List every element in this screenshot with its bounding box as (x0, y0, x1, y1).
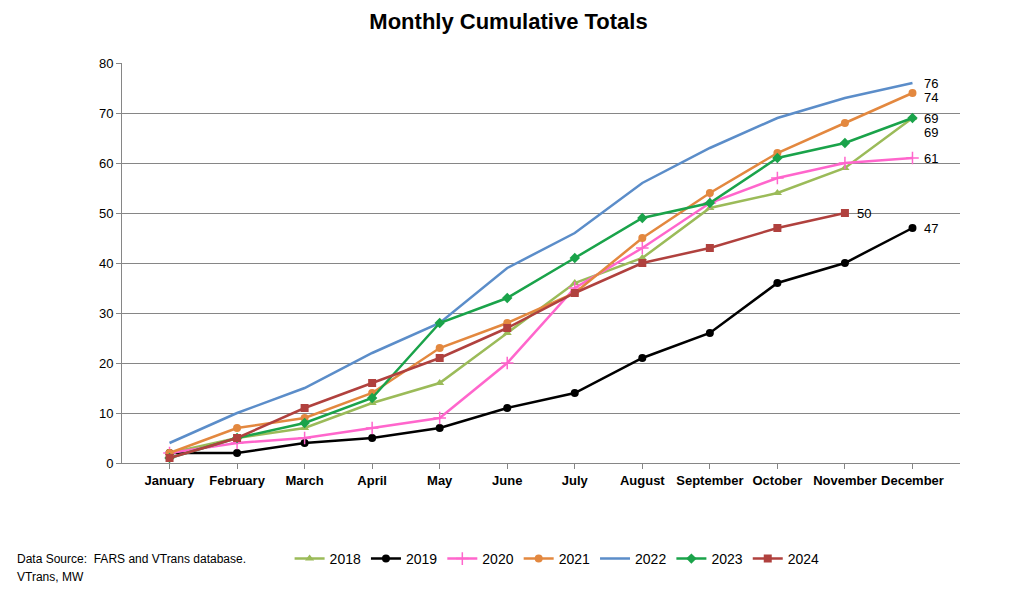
svg-text:October: October (752, 473, 802, 488)
svg-text:47: 47 (924, 221, 938, 236)
svg-text:70: 70 (99, 106, 113, 121)
svg-text:January: January (145, 473, 196, 488)
svg-text:April: April (357, 473, 387, 488)
svg-text:February: February (209, 473, 265, 488)
svg-text:March: March (285, 473, 323, 488)
svg-text:September: September (676, 473, 743, 488)
svg-text:40: 40 (99, 256, 113, 271)
svg-text:December: December (881, 473, 944, 488)
svg-text:2018: 2018 (330, 551, 361, 567)
svg-text:2021: 2021 (559, 551, 590, 567)
svg-text:2024: 2024 (788, 551, 819, 567)
svg-text:30: 30 (99, 306, 113, 321)
svg-text:0: 0 (106, 456, 113, 471)
svg-text:November: November (813, 473, 877, 488)
svg-text:May: May (427, 473, 453, 488)
svg-text:2023: 2023 (711, 551, 742, 567)
svg-text:76: 76 (924, 76, 938, 91)
svg-text:VTrans, MW: VTrans, MW (17, 570, 84, 584)
svg-text:61: 61 (924, 151, 938, 166)
svg-text:10: 10 (99, 406, 113, 421)
svg-text:2019: 2019 (406, 551, 437, 567)
svg-text:2020: 2020 (482, 551, 513, 567)
svg-text:80: 80 (99, 56, 113, 71)
svg-text:20: 20 (99, 356, 113, 371)
svg-text:June: June (492, 473, 522, 488)
svg-text:69: 69 (924, 111, 938, 126)
svg-text:50: 50 (99, 206, 113, 221)
svg-text:August: August (620, 473, 665, 488)
svg-text:69: 69 (924, 125, 938, 140)
svg-text:50: 50 (857, 206, 871, 221)
svg-text:Data Source: FARS and VTrans: Data Source: FARS and VTrans database. (17, 552, 246, 566)
svg-text:2022: 2022 (635, 551, 666, 567)
svg-text:60: 60 (99, 156, 113, 171)
svg-text:74: 74 (924, 90, 938, 105)
svg-text:July: July (562, 473, 589, 488)
svg-text:Monthly Cumulative Totals: Monthly Cumulative Totals (369, 9, 647, 34)
